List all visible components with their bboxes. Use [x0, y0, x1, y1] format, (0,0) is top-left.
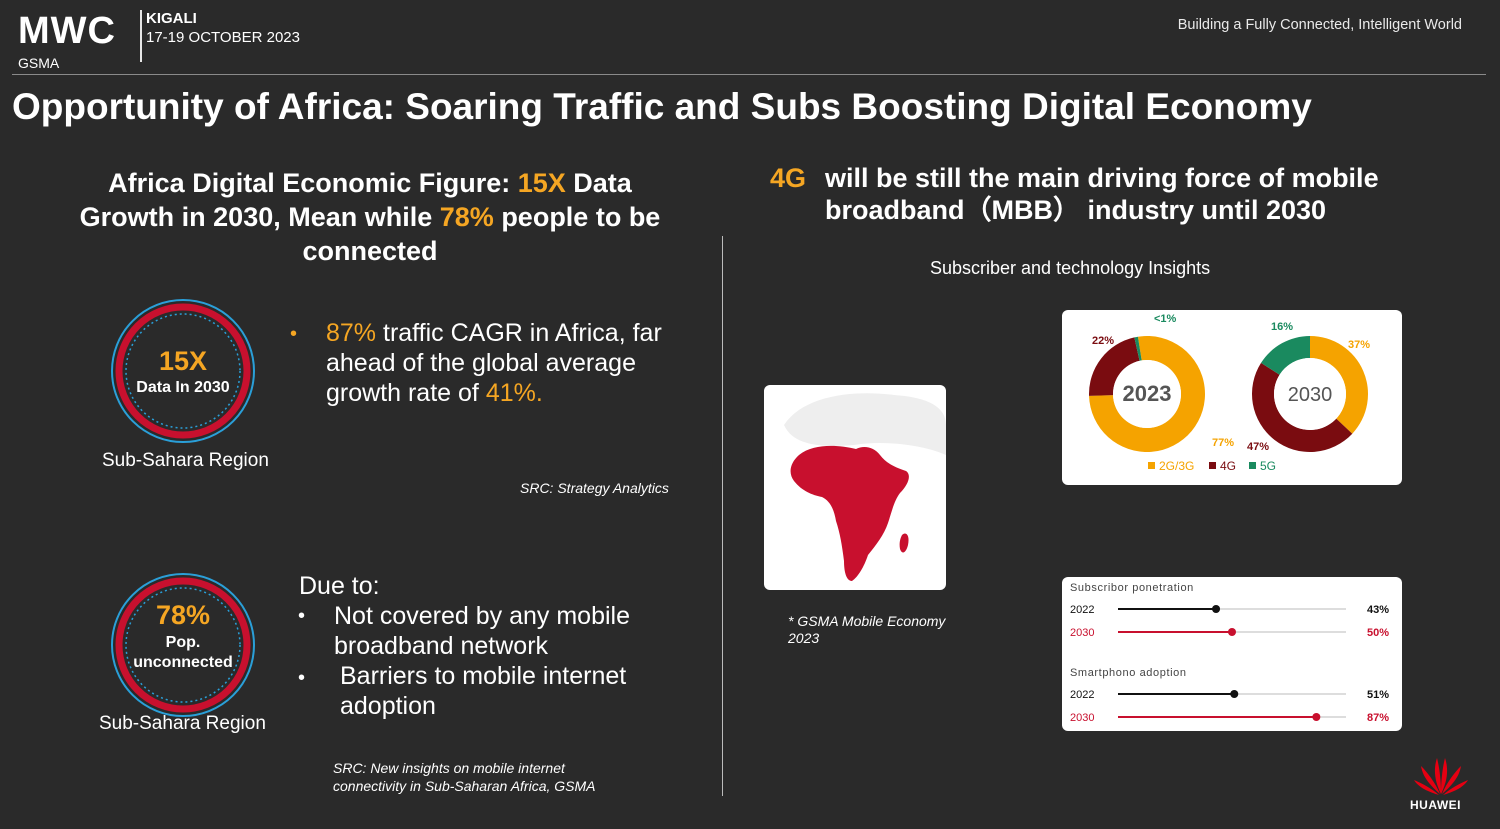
subtitle-highlight: 15X [517, 168, 566, 198]
legend-label: 2G/3G [1159, 459, 1194, 473]
donut-slice-label: 37% [1348, 339, 1370, 351]
donut-slice-4g [1089, 337, 1140, 396]
event-dates: 17-19 OCTOBER 2023 [146, 29, 300, 46]
bullet-dot: • [298, 605, 306, 627]
reason-1: Not covered by any mobile broadband netw… [334, 602, 630, 660]
header-rule [12, 74, 1486, 75]
map-source: * GSMA Mobile Economy 2023 [788, 613, 945, 647]
penetration-marker [1230, 690, 1239, 698]
penetration-marker [1312, 713, 1321, 721]
donut-slice-label: 16% [1271, 321, 1293, 333]
donut-slice-label: 77% [1212, 437, 1234, 449]
penetration-group-title: Subscribor ponetration [1070, 582, 1194, 594]
map-source-line1: * GSMA Mobile Economy [788, 613, 946, 629]
org-name: GSMA [18, 55, 60, 71]
donut-slice-2g3g [1310, 336, 1368, 434]
right-title-line2: broadband（MBB） industry until 2030 [825, 195, 1327, 225]
source-gsma-1: SRC: New insights on mobile internet [333, 760, 565, 776]
legend-label: 4G [1220, 459, 1236, 473]
donut-center-label: 2030 [1288, 384, 1333, 406]
donut-slice-5g [1134, 336, 1142, 361]
penetration-group-title: Smartphono adoption [1070, 667, 1187, 679]
right-title-line1: will be still the main driving force of … [825, 163, 1379, 193]
donut-slice-2g3g [1089, 336, 1205, 452]
subtitle-highlight: 78% [439, 202, 494, 232]
source-gsma-2: connectivity in Sub-Saharan Africa, GSMA [333, 778, 596, 794]
right-title-highlight: 4G [770, 163, 807, 193]
legend-label: 5G [1260, 459, 1276, 473]
donut-slice-label: 22% [1092, 335, 1114, 347]
penetration-row-year: 2030 [1070, 627, 1094, 639]
cagr-highlight: 87% [326, 319, 377, 347]
column-divider [722, 236, 723, 796]
africa-map [784, 393, 946, 581]
stat-label-2a: Pop. [165, 634, 201, 651]
tech-donut-chart: 77% 22% <1% 2023 37% 47% 16% 2030 2G/3G 4G 5G [1089, 313, 1370, 473]
penetration-marker [1228, 628, 1236, 636]
stat-region-2: Sub-Sahara Region [99, 713, 266, 734]
traffic-cagr-text: 87% traffic CAGR in Africa, far ahead of… [326, 318, 686, 408]
slide-title: Opportunity of Africa: Soaring Traffic a… [12, 86, 1312, 127]
penetration-card: Subscribor ponetration 2022 43% 2030 50% Smar… [1062, 577, 1402, 731]
donut-slice-label: 47% [1247, 441, 1269, 453]
penetration-value: 43% [1367, 604, 1389, 616]
stat-value-1: 15X [158, 346, 208, 376]
subtitle-part: people to be connected [302, 202, 661, 266]
header-divider [140, 10, 142, 62]
subtitle-part: Africa Digital Economic Figure: [108, 168, 518, 198]
bullet-dot: • [290, 323, 298, 345]
event-city: KIGALI [146, 10, 197, 27]
donut-slice-label: <1% [1154, 313, 1177, 325]
stat-label-2b: unconnected [133, 654, 233, 671]
donut-hole [1113, 360, 1181, 428]
penetration-value: 51% [1367, 689, 1389, 701]
stat-value-2: 78% [155, 600, 211, 630]
donut-slice-4g [1252, 362, 1353, 453]
penetration-value: 87% [1367, 712, 1389, 724]
penetration-row-year: 2022 [1070, 604, 1094, 616]
bullet-dot: • [298, 667, 306, 689]
left-subtitle: Africa Digital Economic Figure: 15X Data… [70, 166, 670, 268]
donut-center-label: 2023 [1123, 381, 1172, 406]
reason-2: Barriers to mobile internet adoption [340, 662, 627, 720]
africa-map-card [764, 385, 946, 590]
penetration-row-year: 2030 [1070, 712, 1094, 724]
global-rate-highlight: 41% [485, 379, 536, 407]
huawei-logo [1414, 758, 1468, 795]
huawei-wordmark: HUAWEI [1410, 798, 1461, 812]
penetration-value: 50% [1367, 627, 1389, 639]
cagr-text: traffic CAGR in Africa, far ahead of the… [326, 319, 662, 407]
map-source-line2: 2023 [788, 630, 820, 646]
donut-slice-5g [1261, 336, 1310, 375]
legend-swatch [1249, 462, 1256, 469]
cagr-end: . [535, 379, 543, 407]
legend-swatch [1148, 462, 1155, 469]
insights-title: Subscriber and technology Insights [930, 258, 1211, 278]
stat-ring-2 [111, 573, 255, 717]
legend-swatch [1209, 462, 1216, 469]
source-strategy-analytics: SRC: Strategy Analytics [520, 480, 669, 496]
event-logo: MWC [18, 10, 116, 52]
penetration-row-year: 2022 [1070, 689, 1094, 701]
subtitle-part: Data Growth in 2030, Mean while [79, 168, 632, 232]
donut-hole [1274, 358, 1346, 430]
due-to-label: Due to: [299, 572, 380, 600]
penetration-marker [1212, 605, 1221, 613]
tech-donut-card: 77% 22% <1% 2023 37% 47% 16% 2030 2G/3G 4G 5G [1062, 310, 1402, 485]
penetration-chart: Subscribor ponetration 2022 43% 2030 50% Smar… [1070, 582, 1389, 724]
stat-label-1: Data In 2030 [136, 379, 230, 396]
tagline: Building a Fully Connected, Intelligent … [1177, 17, 1462, 33]
stat-ring-1 [111, 299, 255, 443]
stat-region-1: Sub-Sahara Region [102, 450, 269, 471]
